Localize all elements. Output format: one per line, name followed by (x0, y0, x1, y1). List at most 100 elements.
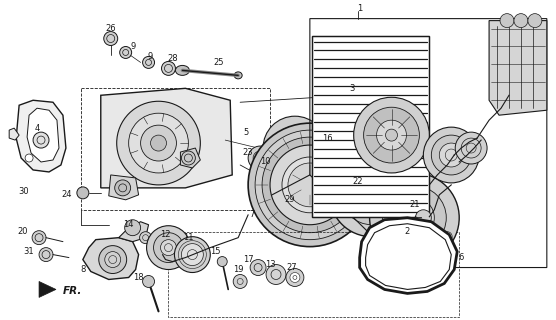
Circle shape (442, 232, 452, 242)
Text: 30: 30 (18, 188, 28, 196)
Circle shape (409, 175, 419, 185)
Circle shape (264, 162, 280, 178)
Text: 18: 18 (133, 273, 144, 282)
Circle shape (142, 276, 155, 287)
Circle shape (142, 56, 155, 68)
Circle shape (104, 32, 118, 45)
Circle shape (342, 165, 401, 225)
Polygon shape (39, 282, 56, 297)
Polygon shape (366, 224, 451, 289)
Circle shape (248, 123, 371, 247)
Circle shape (431, 135, 471, 175)
Circle shape (282, 157, 337, 213)
Circle shape (288, 163, 332, 207)
Circle shape (125, 220, 141, 236)
Text: 5: 5 (244, 128, 249, 137)
Circle shape (151, 135, 166, 151)
Circle shape (181, 151, 195, 165)
Circle shape (289, 142, 301, 154)
Circle shape (233, 275, 247, 288)
Circle shape (500, 14, 514, 28)
Text: 14: 14 (123, 220, 134, 229)
Circle shape (39, 248, 53, 261)
Circle shape (290, 273, 300, 283)
Circle shape (266, 265, 286, 284)
Circle shape (181, 244, 203, 266)
Circle shape (153, 233, 183, 262)
Polygon shape (83, 238, 138, 279)
Circle shape (147, 226, 190, 269)
Circle shape (415, 210, 431, 226)
Circle shape (334, 199, 344, 209)
Circle shape (385, 129, 398, 141)
Polygon shape (27, 108, 59, 162)
Text: 10: 10 (260, 157, 270, 166)
Polygon shape (489, 20, 547, 115)
Text: 25: 25 (213, 58, 224, 67)
Text: 16: 16 (322, 133, 333, 143)
Text: 29: 29 (285, 195, 295, 204)
Text: 3: 3 (349, 84, 354, 93)
Circle shape (141, 125, 176, 161)
Circle shape (25, 154, 33, 162)
Circle shape (105, 252, 121, 268)
Text: 21: 21 (409, 200, 420, 209)
Circle shape (395, 198, 434, 238)
Text: 22: 22 (353, 177, 363, 187)
Polygon shape (419, 218, 428, 252)
Polygon shape (360, 218, 457, 293)
Circle shape (354, 97, 429, 173)
Circle shape (99, 246, 127, 274)
Polygon shape (109, 175, 138, 200)
Text: 19: 19 (233, 265, 244, 274)
Polygon shape (101, 88, 232, 188)
Circle shape (406, 210, 423, 226)
Circle shape (250, 260, 266, 276)
Circle shape (161, 240, 176, 256)
Circle shape (128, 113, 188, 173)
Text: 31: 31 (24, 247, 34, 256)
Text: 11: 11 (183, 233, 193, 242)
Text: 20: 20 (18, 227, 28, 236)
Text: 28: 28 (167, 54, 178, 63)
Circle shape (364, 107, 419, 163)
Text: 6: 6 (459, 253, 464, 262)
Text: 8: 8 (80, 265, 86, 274)
Circle shape (117, 101, 200, 185)
Circle shape (248, 146, 272, 170)
Circle shape (120, 46, 132, 59)
Circle shape (376, 232, 386, 242)
Circle shape (330, 153, 414, 237)
Circle shape (255, 130, 365, 240)
Circle shape (370, 173, 459, 262)
Circle shape (439, 143, 463, 167)
Circle shape (175, 237, 210, 273)
Polygon shape (118, 222, 148, 242)
Circle shape (415, 244, 431, 260)
Text: FR.: FR. (63, 286, 82, 296)
Text: 15: 15 (210, 247, 221, 256)
Text: 9: 9 (130, 42, 135, 51)
Circle shape (302, 177, 318, 193)
Circle shape (270, 145, 350, 225)
Circle shape (283, 136, 307, 160)
Polygon shape (181, 148, 200, 168)
Circle shape (321, 140, 331, 150)
Circle shape (376, 120, 406, 150)
Text: 26: 26 (106, 24, 116, 33)
Text: 23: 23 (243, 148, 254, 156)
Circle shape (294, 169, 326, 201)
Ellipse shape (176, 65, 190, 76)
Text: 7: 7 (250, 210, 255, 219)
Circle shape (390, 214, 400, 224)
Circle shape (383, 186, 446, 250)
Text: 1: 1 (357, 4, 363, 13)
Ellipse shape (234, 72, 242, 79)
Circle shape (286, 268, 304, 286)
Circle shape (528, 14, 542, 28)
Text: 4: 4 (34, 124, 39, 132)
Text: 24: 24 (62, 190, 72, 199)
Text: 27: 27 (287, 263, 297, 272)
Text: 2: 2 (405, 227, 410, 236)
Circle shape (423, 127, 479, 183)
